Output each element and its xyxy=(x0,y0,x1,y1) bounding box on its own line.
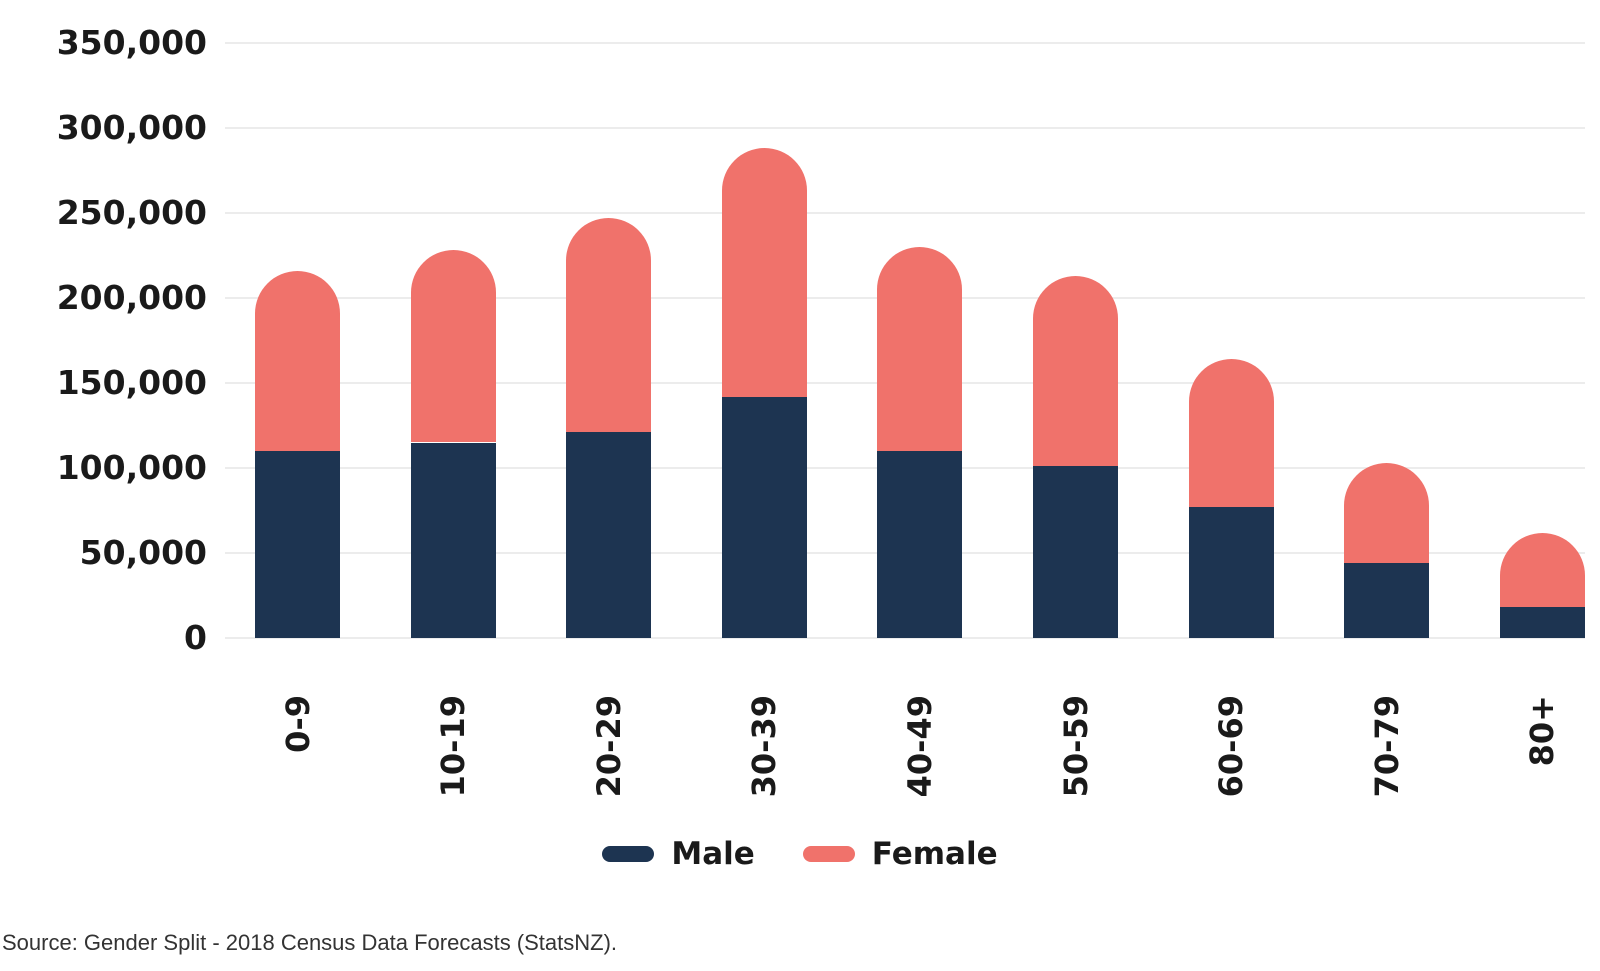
bar-segment-female xyxy=(255,270,340,451)
bar-segment-male xyxy=(721,396,807,638)
bar-segment-female xyxy=(721,148,807,397)
bar-segment-male xyxy=(1499,607,1585,638)
bar-segment-male xyxy=(410,442,496,638)
bar-segment-female xyxy=(566,218,652,433)
legend-swatch-female xyxy=(802,846,855,862)
y-tick-label: 50,000 xyxy=(79,533,207,572)
legend-item-male: Male xyxy=(602,836,755,872)
y-tick-label: 300,000 xyxy=(56,108,207,147)
bar-segment-male xyxy=(1188,507,1274,638)
bar-segment-female xyxy=(1499,532,1585,608)
bar-segment-male xyxy=(877,451,963,638)
y-tick-label: 0 xyxy=(184,618,207,657)
legend-item-female: Female xyxy=(802,836,998,872)
gridline xyxy=(225,127,1585,129)
bar-segment-female xyxy=(410,250,496,443)
gridline xyxy=(225,212,1585,214)
x-tick-label: 80+ xyxy=(1523,695,1562,767)
x-tick-label: 70-79 xyxy=(1367,695,1406,798)
y-tick-label: 350,000 xyxy=(56,23,207,62)
x-tick-label: 60-69 xyxy=(1212,695,1251,798)
x-tick-label: 20-29 xyxy=(589,695,628,798)
legend-label-male: Male xyxy=(671,836,755,872)
legend-label-female: Female xyxy=(871,836,998,872)
bar-segment-male xyxy=(1344,563,1430,638)
y-tick-label: 250,000 xyxy=(56,193,207,232)
gridline xyxy=(225,637,1585,639)
legend-swatch-male xyxy=(602,846,655,862)
bar-segment-female xyxy=(877,247,963,451)
gridline xyxy=(225,42,1585,44)
bar-segment-male xyxy=(566,432,652,638)
x-tick-label: 0-9 xyxy=(278,695,317,753)
bar-segment-male xyxy=(255,451,340,638)
x-tick-label: 40-49 xyxy=(900,695,939,798)
legend: Male Female xyxy=(0,836,1600,872)
y-tick-label: 100,000 xyxy=(56,448,207,487)
x-tick-label: 50-59 xyxy=(1056,695,1095,798)
bar-segment-female xyxy=(1188,359,1274,508)
bar-segment-female xyxy=(1344,462,1430,564)
y-tick-label: 200,000 xyxy=(56,278,207,317)
x-tick-label: 10-19 xyxy=(434,695,473,798)
x-tick-label: 30-39 xyxy=(745,695,784,798)
y-tick-label: 150,000 xyxy=(56,363,207,402)
bar-segment-male xyxy=(1033,466,1118,638)
source-note: Source: Gender Split - 2018 Census Data … xyxy=(2,930,618,955)
bar-segment-female xyxy=(1033,275,1118,467)
